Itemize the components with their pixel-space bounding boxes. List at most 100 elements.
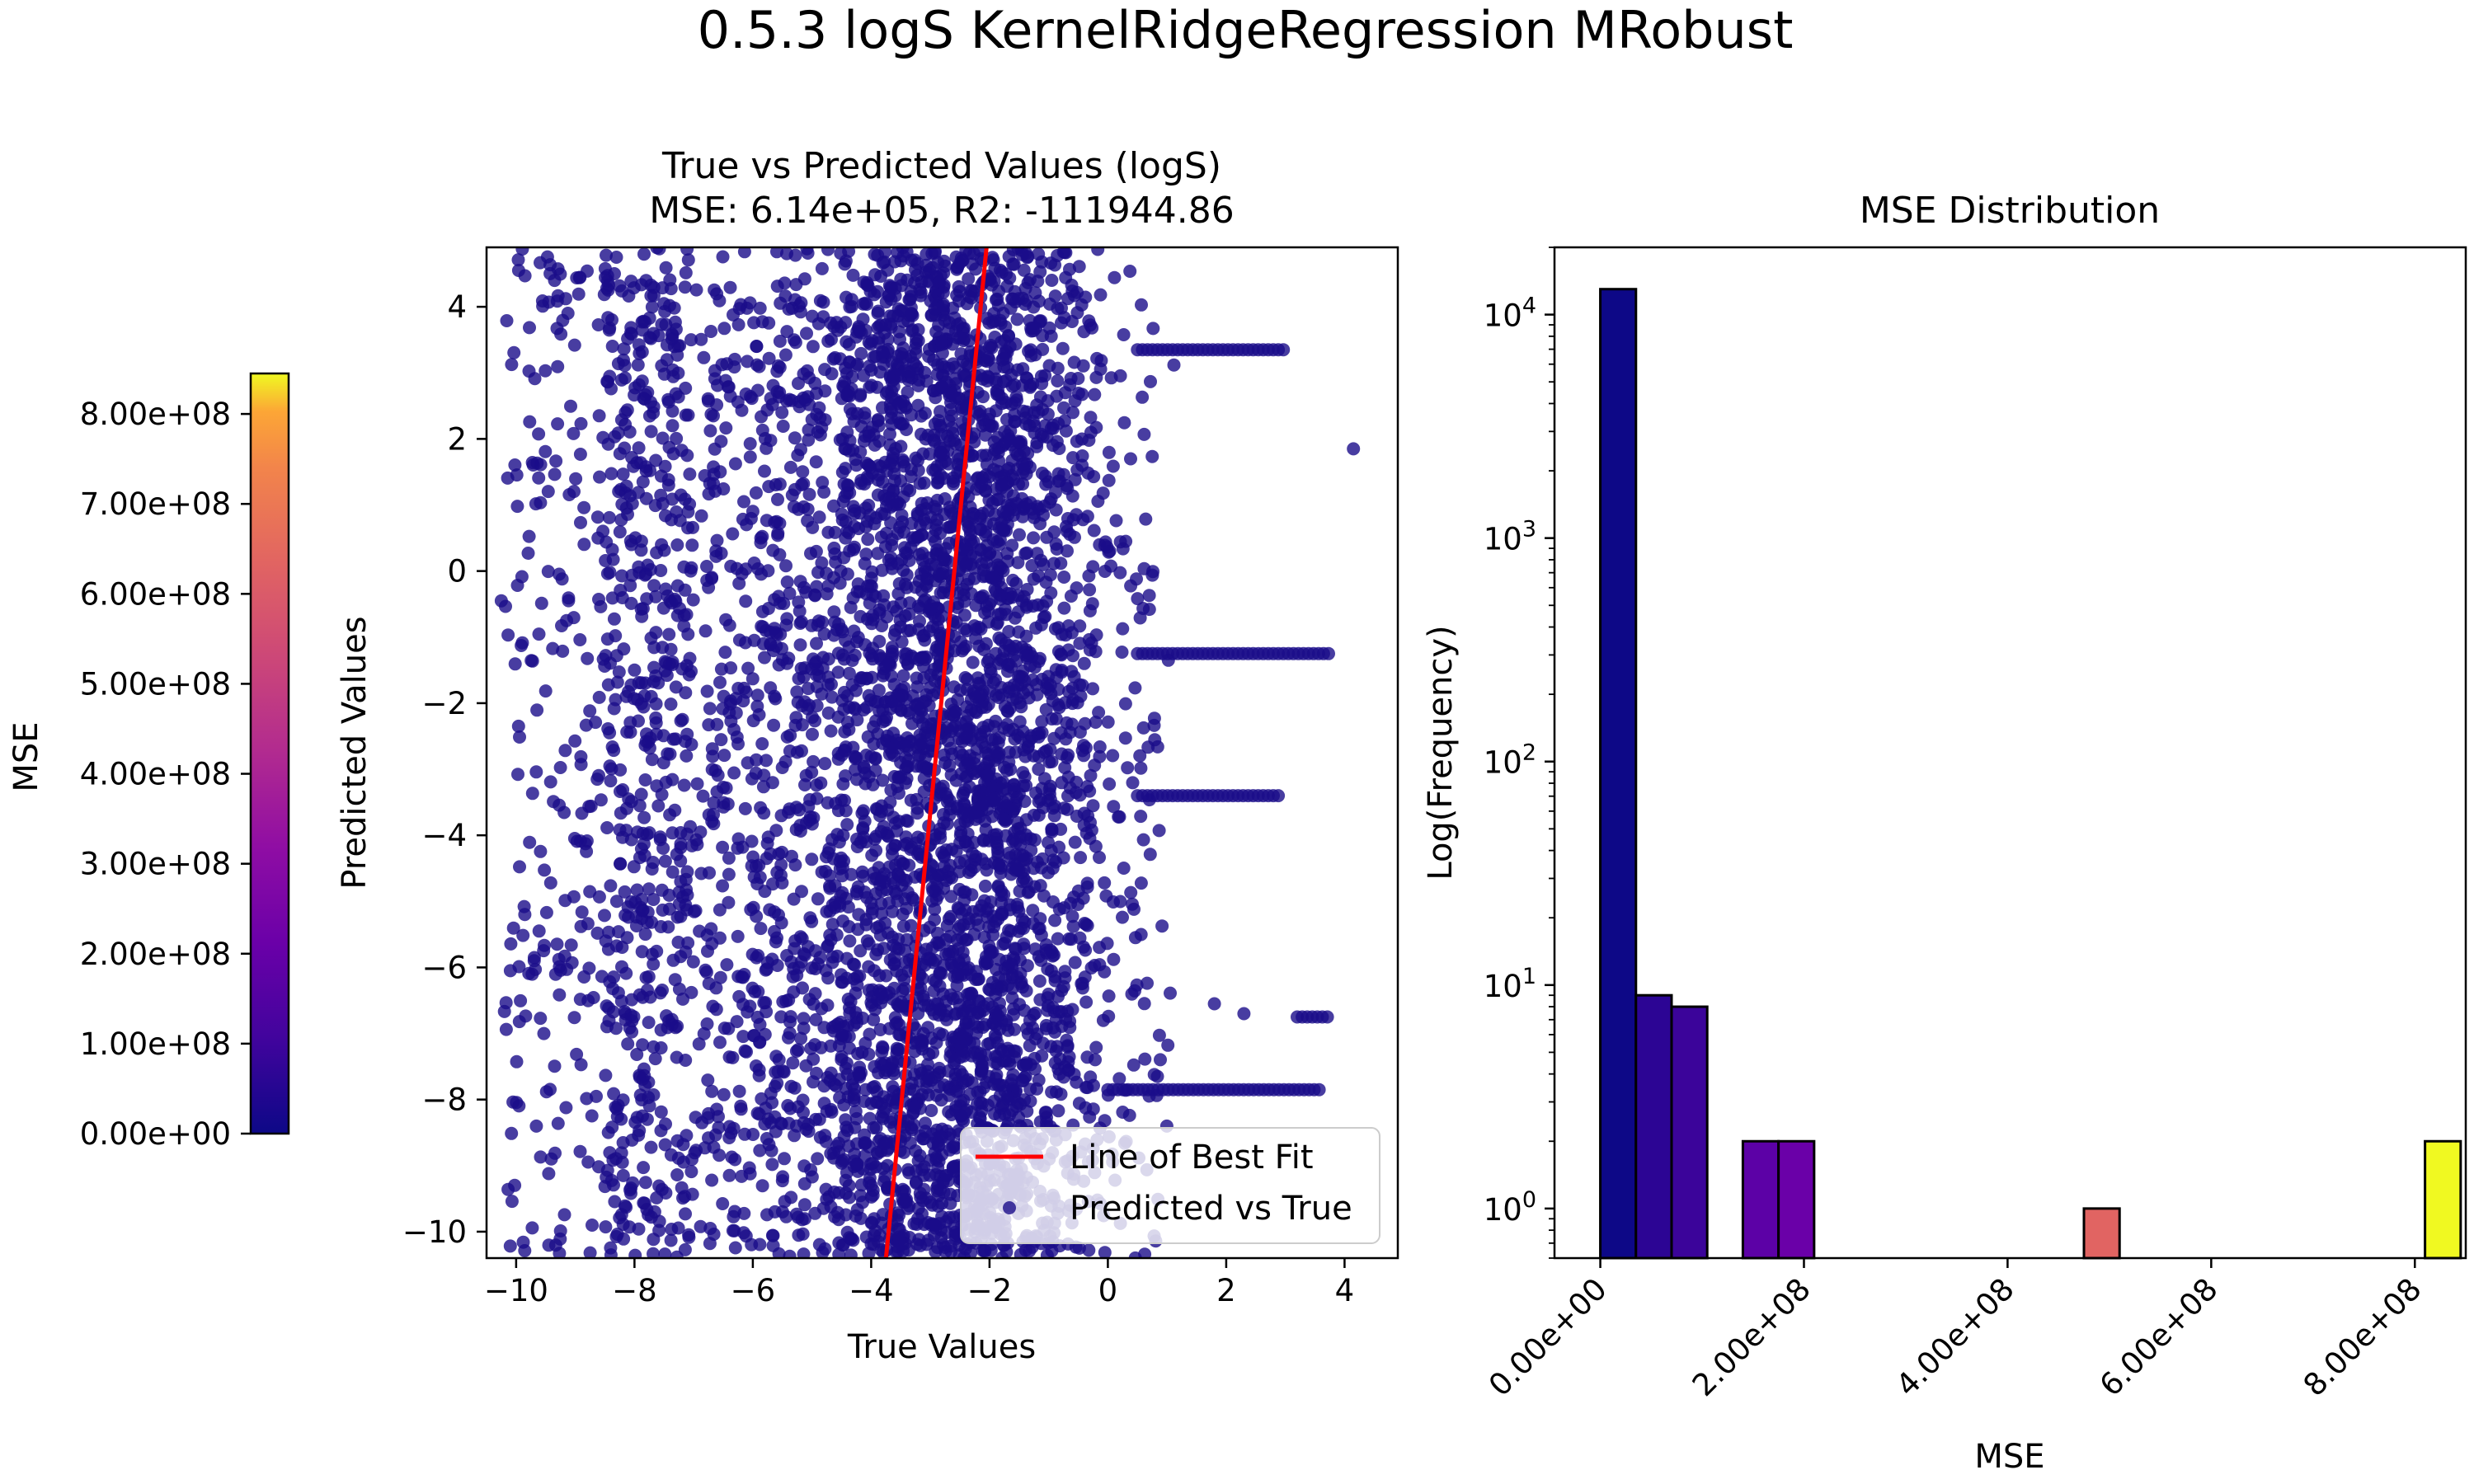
scatter-point bbox=[577, 538, 591, 552]
scatter-point bbox=[1073, 788, 1087, 802]
scatter-point bbox=[615, 960, 628, 974]
scatter-point bbox=[1062, 1050, 1076, 1064]
scatter-point bbox=[654, 1041, 668, 1054]
scatter-point bbox=[532, 427, 546, 441]
scatter-point bbox=[642, 1016, 656, 1030]
scatter-point bbox=[1113, 535, 1127, 549]
scatter-point bbox=[794, 1031, 808, 1045]
scatter-point bbox=[677, 619, 691, 633]
scatter-point bbox=[991, 858, 1005, 872]
scatter-point bbox=[808, 987, 822, 1001]
scatter-point bbox=[678, 280, 692, 294]
scatter-point bbox=[538, 938, 551, 952]
scatter-point bbox=[1054, 822, 1068, 836]
scatter-point bbox=[543, 258, 557, 272]
scatter-point bbox=[793, 638, 807, 652]
scatter-point bbox=[1061, 544, 1074, 558]
scatter-point bbox=[647, 1233, 661, 1247]
scatter-point bbox=[567, 426, 581, 440]
scatter-point bbox=[505, 1126, 519, 1140]
scatter-point bbox=[507, 345, 521, 359]
scatter-point bbox=[1000, 505, 1014, 518]
scatter-point bbox=[541, 565, 555, 579]
scatter-point bbox=[596, 524, 610, 538]
scatter-point bbox=[844, 1248, 858, 1258]
scatter-point bbox=[750, 1010, 764, 1024]
scatter-point bbox=[831, 665, 845, 679]
scatter-point bbox=[1118, 731, 1132, 745]
scatter-point bbox=[584, 799, 598, 813]
scatter-point bbox=[1057, 571, 1071, 584]
scatter-point bbox=[961, 1073, 975, 1087]
scatter-point bbox=[1055, 648, 1069, 662]
scatter-point bbox=[790, 745, 804, 759]
scatter-point bbox=[831, 1017, 845, 1031]
scatter-point bbox=[911, 599, 925, 613]
scatter-point bbox=[677, 778, 691, 792]
scatter-point bbox=[801, 940, 815, 954]
scatter-point bbox=[661, 472, 675, 486]
scatter-point bbox=[1117, 862, 1131, 875]
scatter-point bbox=[891, 770, 905, 784]
scatter-point bbox=[1023, 1039, 1037, 1053]
scatter-point bbox=[647, 1247, 660, 1258]
scatter-point bbox=[532, 627, 546, 641]
scatter-point bbox=[1017, 942, 1031, 956]
scatter-point bbox=[770, 247, 783, 259]
scatter-point bbox=[788, 431, 802, 445]
scatter-point bbox=[861, 533, 875, 547]
scatter-point bbox=[784, 1190, 798, 1205]
scatter-point bbox=[775, 761, 789, 774]
scatter-point bbox=[990, 493, 1004, 506]
scatter-point bbox=[982, 939, 996, 953]
scatter-point bbox=[650, 779, 664, 793]
scatter-point bbox=[839, 804, 853, 818]
scatter-point bbox=[980, 757, 994, 770]
scatter-point bbox=[1032, 763, 1046, 776]
scatter-point bbox=[784, 1079, 798, 1093]
scatter-point bbox=[614, 785, 627, 798]
scatter-point bbox=[1002, 745, 1016, 759]
scatter-point bbox=[573, 1144, 587, 1158]
scatter-point bbox=[511, 253, 525, 267]
scatter-point bbox=[690, 777, 704, 791]
scatter-point bbox=[567, 611, 581, 625]
scatter-point bbox=[728, 457, 742, 471]
scatter-point bbox=[511, 768, 524, 782]
scatter-point bbox=[767, 644, 780, 658]
scatter-point bbox=[782, 302, 796, 316]
scatter-point bbox=[917, 476, 931, 490]
scatter-point bbox=[605, 740, 619, 754]
scatter-point bbox=[1075, 298, 1089, 312]
scatter-point bbox=[638, 738, 652, 752]
scatter-point bbox=[938, 313, 952, 327]
scatter-point bbox=[981, 655, 995, 669]
scatter-point bbox=[966, 507, 980, 520]
scatter-point bbox=[613, 525, 627, 539]
scatter-point bbox=[1134, 761, 1148, 775]
scatter-point bbox=[928, 434, 942, 448]
scatter-point bbox=[847, 624, 861, 638]
scatter-point bbox=[612, 665, 626, 679]
scatter-point bbox=[966, 655, 980, 669]
scatter-point bbox=[511, 719, 525, 733]
scatter-point bbox=[945, 843, 959, 857]
scatter-point bbox=[1016, 766, 1030, 780]
scatter-point bbox=[840, 1166, 854, 1180]
scatter-point bbox=[703, 1222, 717, 1235]
scatter-point bbox=[740, 518, 754, 532]
scatter-point bbox=[804, 547, 817, 561]
scatter-point bbox=[728, 1241, 742, 1255]
scatter-point bbox=[727, 1223, 741, 1237]
scatter-point bbox=[787, 500, 801, 514]
scatter-point bbox=[508, 657, 522, 671]
scatter-point bbox=[858, 1082, 872, 1097]
scatter-point bbox=[574, 515, 587, 529]
scatter-point bbox=[807, 1052, 821, 1066]
scatter-point bbox=[539, 444, 553, 458]
scatter-point bbox=[525, 1221, 539, 1235]
scatter-point bbox=[851, 923, 865, 937]
scatter-point bbox=[657, 297, 671, 311]
scatter-point bbox=[814, 776, 828, 790]
scatter-point bbox=[534, 596, 548, 610]
